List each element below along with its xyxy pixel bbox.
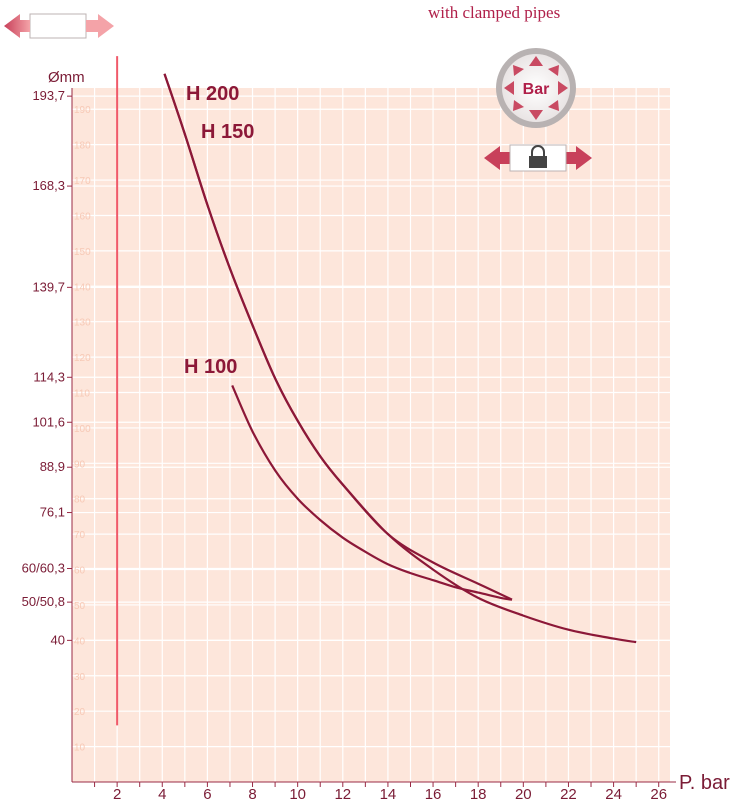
inner-scale-label: 80 — [74, 495, 86, 506]
y-tick-label: 193,7 — [32, 88, 65, 103]
y-tick-label: 139,7 — [32, 279, 65, 294]
inner-scale-label: 160 — [74, 211, 91, 222]
inner-scale-label: 170 — [74, 176, 91, 187]
y-tick-label: 101,6 — [32, 414, 65, 429]
y-tick-label: 76,1 — [40, 505, 65, 520]
x-axis-ticks: 2 4 6 8 10 12 14 16 18 20 22 24 26 — [94, 782, 667, 803]
x-tick-label: 26 — [650, 786, 667, 803]
grid-lines — [72, 88, 670, 782]
inner-scale-label: 50 — [74, 601, 86, 612]
inner-scale-label: 20 — [74, 707, 86, 718]
inner-scale-label: 180 — [74, 141, 91, 152]
inner-diameter-scale: 10 20 30 40 50 60 70 80 90 100 110 120 130 140 150 160 1… — [74, 105, 91, 753]
inner-scale-label: 140 — [74, 282, 91, 293]
inner-scale-label: 150 — [74, 247, 91, 258]
y-tick-label: 60/60,3 — [22, 560, 65, 575]
inner-scale-label: 70 — [74, 530, 86, 541]
x-tick-label: 20 — [515, 786, 532, 803]
inner-scale-label: 100 — [74, 424, 91, 435]
series-label-h200: H 200 — [186, 83, 239, 105]
x-tick-label: 16 — [425, 786, 442, 803]
x-tick-label: 24 — [605, 786, 622, 803]
pressure-bar-icon: Bar — [496, 48, 576, 128]
y-tick-label: 88,9 — [40, 459, 65, 474]
y-tick-label: 168,3 — [32, 178, 65, 193]
x-tick-label: 2 — [113, 786, 121, 803]
x-axis-label: P. bar — [679, 772, 730, 794]
clamped-pipe-lock-icon — [484, 144, 592, 172]
inner-scale-label: 30 — [74, 672, 86, 683]
pressure-badge-label: Bar — [523, 81, 550, 98]
inner-scale-label: 40 — [74, 636, 86, 647]
x-tick-label: 18 — [470, 786, 487, 803]
y-tick-label: 50/50,8 — [22, 594, 65, 609]
series-label-h150: H 150 — [201, 121, 254, 143]
x-tick-label: 6 — [203, 786, 211, 803]
inner-scale-label: 10 — [74, 743, 86, 754]
inner-scale-label: 110 — [74, 389, 90, 400]
inner-scale-label: 90 — [74, 459, 86, 470]
series-line-h150 — [163, 73, 513, 601]
y-tick-label: 40 — [51, 632, 65, 647]
series-line-h100 — [231, 384, 513, 601]
x-tick-label: 4 — [158, 786, 166, 803]
y-axis-ticks: 193,7 168,3 139,7 114,3 101,6 88,9 76,1 60/60,3… — [22, 88, 72, 647]
plot-background — [72, 88, 670, 782]
chart-title: with clamped pipes — [428, 3, 560, 22]
inner-scale-label: 190 — [74, 105, 91, 116]
x-tick-label: 8 — [248, 786, 256, 803]
x-tick-label: 22 — [560, 786, 577, 803]
y-axis-label: Ømm — [48, 69, 85, 86]
series-label-h100: H 100 — [184, 356, 237, 378]
expanding-pipe-icon — [4, 13, 114, 39]
x-tick-label: 10 — [289, 786, 306, 803]
inner-scale-label: 130 — [74, 318, 91, 329]
inner-scale-label: 60 — [74, 566, 86, 577]
x-tick-label: 12 — [334, 786, 351, 803]
curves — [163, 73, 637, 644]
x-tick-label: 14 — [380, 786, 397, 803]
y-tick-label: 114,3 — [33, 369, 65, 384]
inner-scale-label: 120 — [74, 353, 91, 364]
